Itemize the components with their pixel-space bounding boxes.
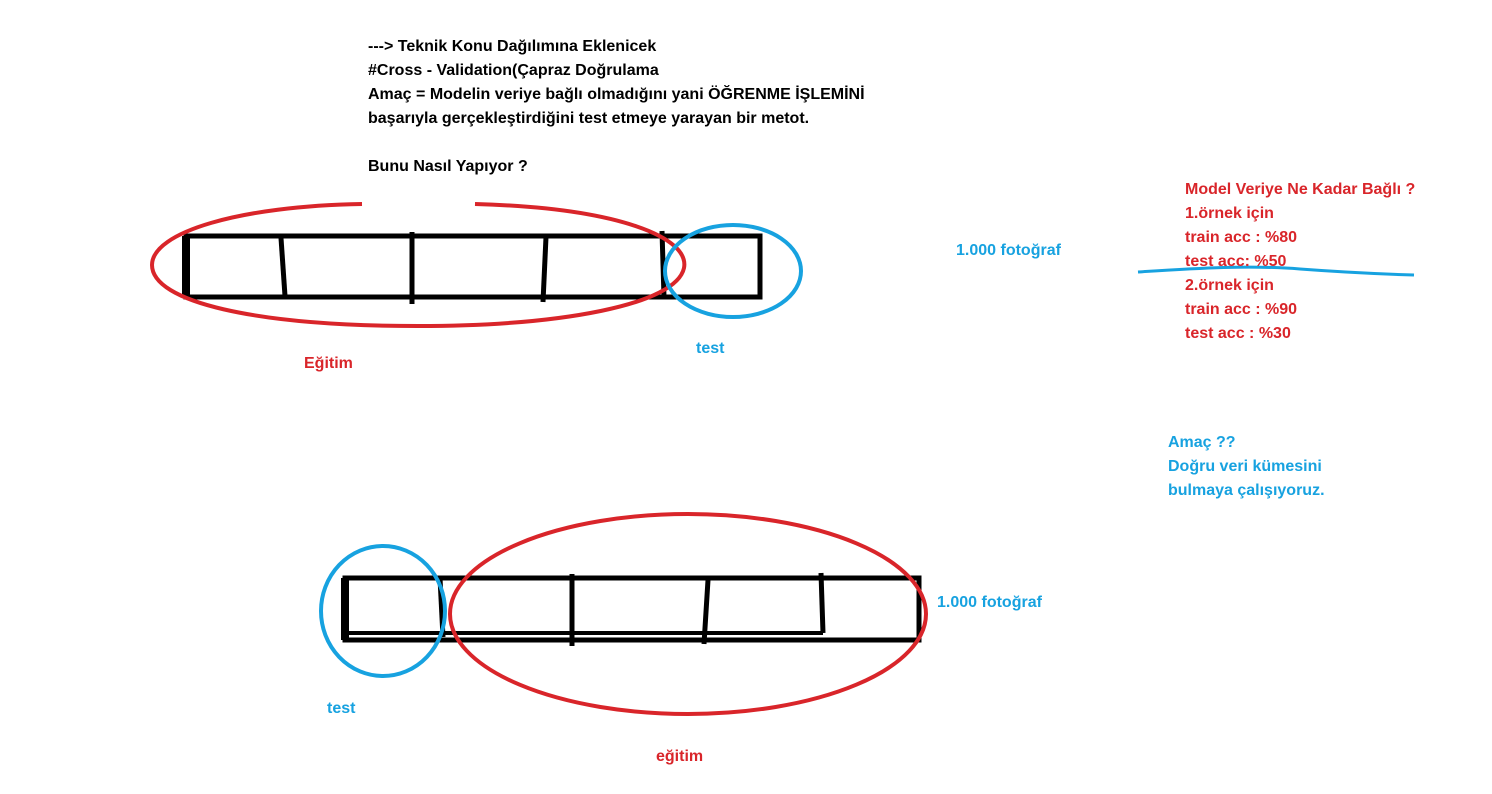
header-line-4: başarıyla gerçekleştirdiğini test etmeye… — [368, 110, 810, 127]
header-line-3: Amaç = Modelin veriye bağlı olmadığını y… — [368, 86, 865, 103]
header-line-2: #Cross - Validation(Çapraz Doğrulama — [368, 62, 659, 79]
top-count-label: 1.000 fotoğraf — [956, 242, 1061, 259]
bottom-train-ellipse — [448, 512, 928, 716]
top-test-ellipse — [663, 223, 803, 319]
top-divider-3 — [540, 236, 549, 303]
notes-blue-line-1: Amaç ?? — [1168, 434, 1236, 451]
bottom-count-label: 1.000 fotoğraf — [937, 594, 1042, 611]
bottom-train-label: eğitim — [656, 748, 704, 765]
notes-red-line-1: 1.örnek için — [1185, 205, 1274, 222]
notes-red-line-4: 2.örnek için — [1185, 277, 1274, 294]
header-line-1: ---> Teknik Konu Dağılımına Eklenicek — [368, 38, 657, 55]
notes-red-title: Model Veriye Ne Kadar Bağlı ? — [1185, 181, 1416, 198]
top-test-label: test — [696, 340, 725, 357]
top-divider-4 — [659, 230, 667, 298]
notes-red-line-6: test acc : %30 — [1185, 325, 1291, 342]
bottom-test-ellipse — [319, 544, 447, 678]
header-question: Bunu Nasıl Yapıyor ? — [368, 158, 528, 175]
top-train-ellipse — [149, 202, 687, 329]
bottom-divider-4 — [818, 572, 826, 634]
top-dataset-bar — [182, 230, 763, 304]
notes-red-line-2: train acc : %80 — [1185, 229, 1298, 246]
notes-separator-line — [1137, 265, 1415, 277]
top-train-label: Eğitim — [304, 355, 353, 372]
top-divider-1 — [278, 237, 288, 297]
bottom-dataset-bar — [341, 572, 922, 646]
notes-red-line-5: train acc : %90 — [1185, 301, 1298, 318]
bottom-test-label: test — [327, 700, 356, 717]
notes-blue-line-2: Doğru veri kümesini — [1168, 458, 1322, 475]
notes-red-line-3: test acc: %50 — [1185, 253, 1287, 270]
notes-blue-line-3: bulmaya çalışıyoruz. — [1168, 482, 1325, 499]
